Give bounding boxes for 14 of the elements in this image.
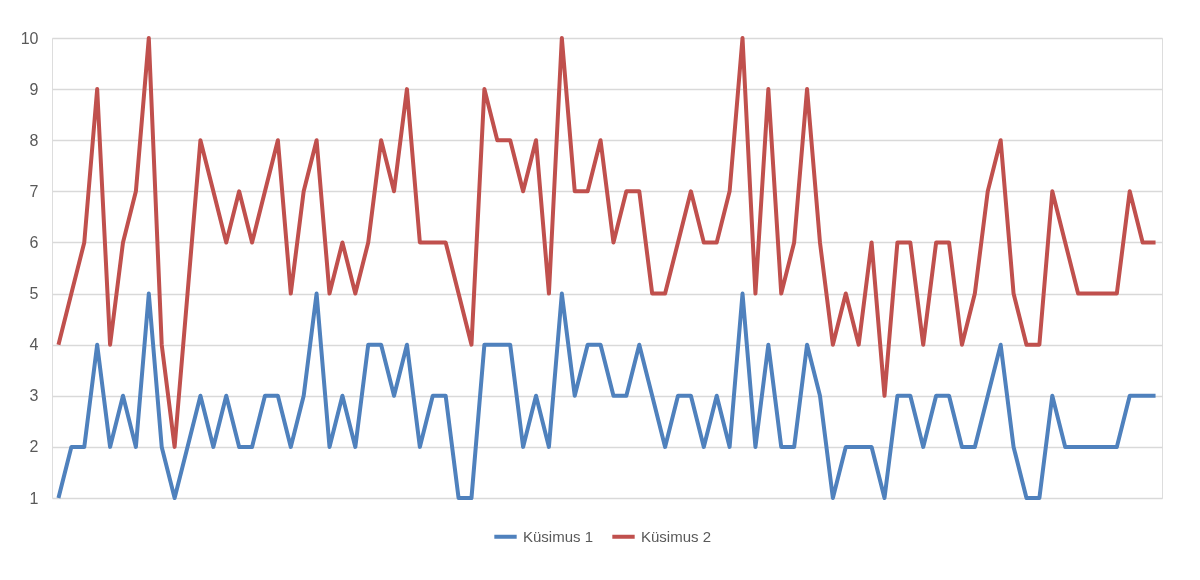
y-tick-label: 6 — [29, 233, 39, 251]
y-tick-label: 8 — [29, 131, 39, 149]
legend-label: Küsimus 2 — [641, 527, 712, 545]
y-tick-label: 3 — [29, 387, 39, 405]
line-series — [56, 36, 1158, 449]
line-series — [56, 291, 1158, 500]
y-tick-label: 2 — [29, 438, 39, 456]
y-tick-label: 5 — [29, 285, 39, 303]
y-tick-label: 1 — [29, 489, 39, 507]
y-tick-label: 4 — [29, 336, 39, 354]
y-tick-label: 10 — [20, 29, 39, 47]
y-tick-label: 7 — [29, 182, 39, 200]
y-tick-label: 9 — [29, 80, 39, 98]
legend-label: Küsimus 1 — [523, 527, 594, 545]
